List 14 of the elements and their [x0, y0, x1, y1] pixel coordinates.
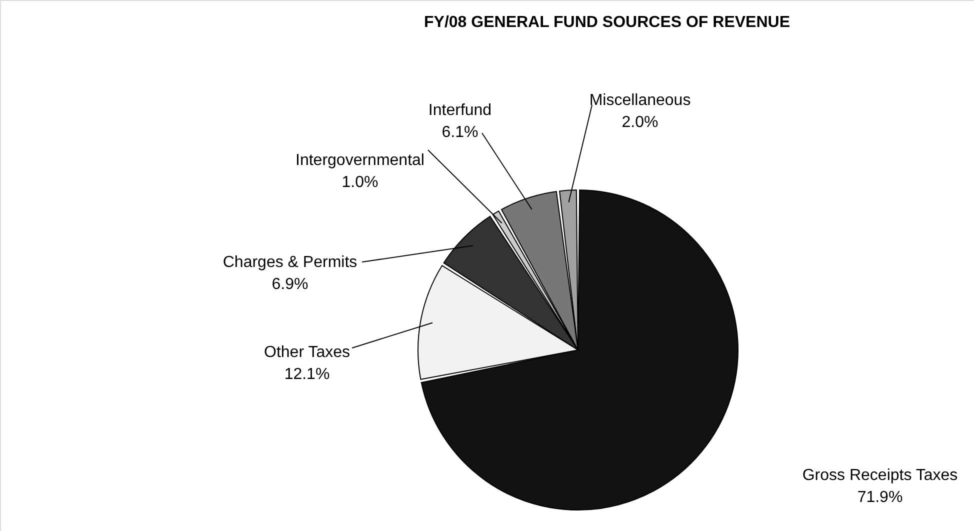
- data-label: 12.1%: [284, 366, 330, 383]
- data-label: 6.1%: [442, 124, 478, 141]
- slice-label: Intergovernmental: [296, 152, 424, 169]
- slice-label: Charges & Permits: [222, 254, 358, 271]
- data-label: 2.0%: [622, 114, 658, 131]
- slice-label: Miscellaneous: [589, 92, 691, 109]
- slice-label: Other Taxes: [264, 344, 350, 361]
- data-label: 1.0%: [342, 174, 378, 191]
- data-label: 71.9%: [857, 489, 903, 506]
- slice-label: Interfund: [428, 102, 492, 119]
- chart-title: FY/08 GENERAL FUND SOURCES OF REVENUE: [424, 14, 790, 31]
- pie-slice: [420, 190, 738, 510]
- slice-label: Gross Receipts Taxes: [802, 467, 958, 484]
- data-label: 6.9%: [272, 276, 308, 293]
